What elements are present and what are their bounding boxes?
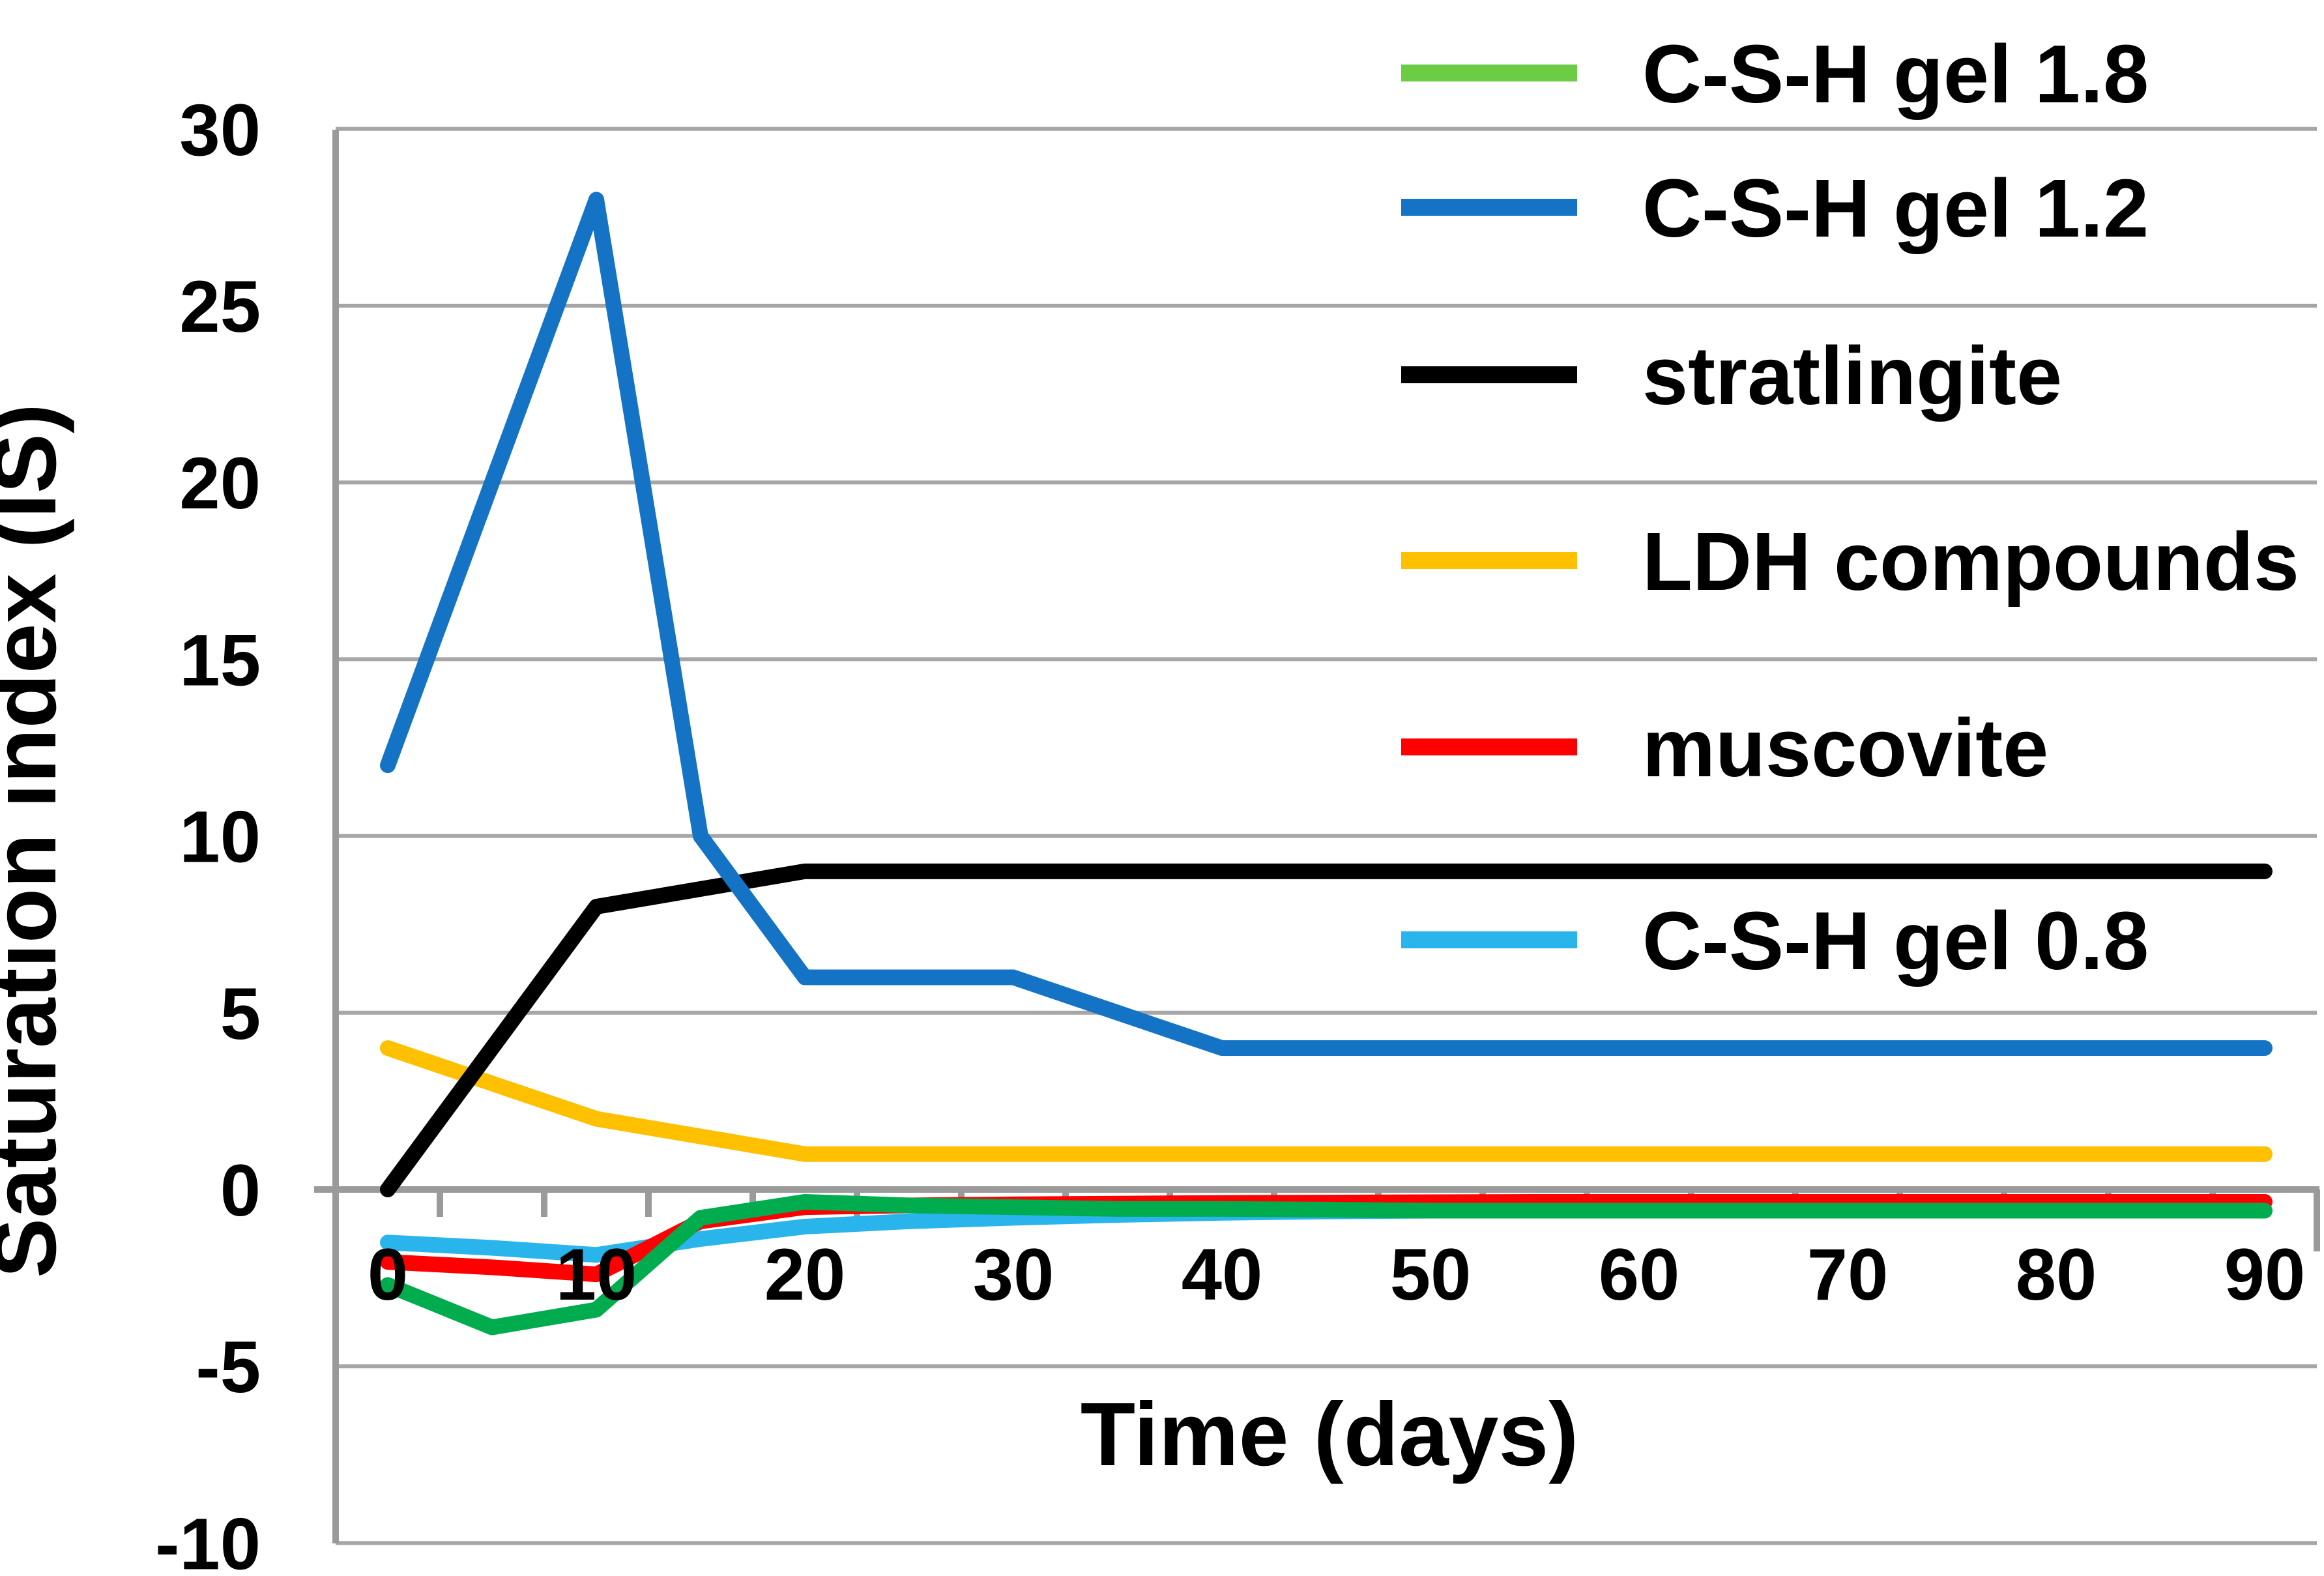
y-tick-label: -10 — [155, 1503, 261, 1576]
x-tick-label: 0 — [368, 1234, 408, 1315]
legend-swatch — [1401, 199, 1577, 216]
y-tick-label: 0 — [220, 1150, 261, 1231]
legend-item: C-S-H gel 1.8 — [1401, 28, 2149, 120]
x-tick-label: 80 — [2016, 1234, 2097, 1315]
legend-label: C-S-H gel 0.8 — [1642, 895, 2149, 987]
y-tick-label: 30 — [179, 89, 261, 171]
legend-label: muscovite — [1642, 702, 2048, 794]
series-line-stratlingite — [380, 863, 2273, 1197]
y-tick-labels: 30 25 20 15 10 5 0 -5 -10 — [155, 89, 261, 1576]
legend-label: LDH compounds — [1642, 516, 2299, 607]
legend-swatch — [1401, 738, 1577, 755]
y-tick-label: 15 — [179, 619, 261, 701]
y-tick-label: 5 — [220, 973, 261, 1055]
x-tick-label: 50 — [1390, 1234, 1472, 1315]
legend: C-S-H gel 1.8 C-S-H gel 1.2 stratlingite LD… — [1401, 28, 2299, 987]
x-tick-label: 20 — [764, 1234, 846, 1315]
x-tick-label: 40 — [1182, 1234, 1263, 1315]
legend-item: stratlingite — [1401, 330, 2062, 422]
legend-item: muscovite — [1401, 702, 2048, 794]
legend-item: C-S-H gel 0.8 — [1401, 895, 2149, 987]
series-line-c-s-h-gel-1.8 — [380, 1193, 2273, 1335]
legend-item: LDH compounds — [1401, 516, 2299, 607]
y-tick-label: 10 — [179, 796, 261, 878]
legend-item: C-S-H gel 1.2 — [1401, 162, 2149, 254]
legend-swatch — [1401, 65, 1577, 81]
legend-label: C-S-H gel 1.8 — [1642, 28, 2149, 120]
series-lines — [380, 192, 2273, 1335]
y-axis-title: Saturation index (IS) — [0, 403, 75, 1278]
legend-label: stratlingite — [1642, 330, 2062, 422]
legend-swatch — [1401, 931, 1577, 948]
legend-swatch — [1401, 552, 1577, 569]
legend-swatch — [1401, 366, 1577, 383]
legend-label: C-S-H gel 1.2 — [1642, 162, 2149, 254]
x-tick-label: 70 — [1807, 1234, 1889, 1315]
y-tick-label: 20 — [179, 443, 261, 524]
y-tick-label: -5 — [196, 1326, 261, 1408]
x-tick-labels: 0 10 20 30 40 50 60 70 80 90 — [368, 1234, 2305, 1315]
x-tick-label: 90 — [2224, 1234, 2306, 1315]
x-tick-label: 60 — [1599, 1234, 1680, 1315]
series-line-c-s-h-gel-1.2 — [380, 192, 2273, 1057]
series-line-ldh-compounds — [380, 1040, 2273, 1162]
x-axis-title: Time (days) — [1081, 1384, 1578, 1485]
x-tick-label: 30 — [973, 1234, 1054, 1315]
x-tick-label: 10 — [556, 1234, 637, 1315]
y-tick-label: 25 — [179, 266, 261, 347]
